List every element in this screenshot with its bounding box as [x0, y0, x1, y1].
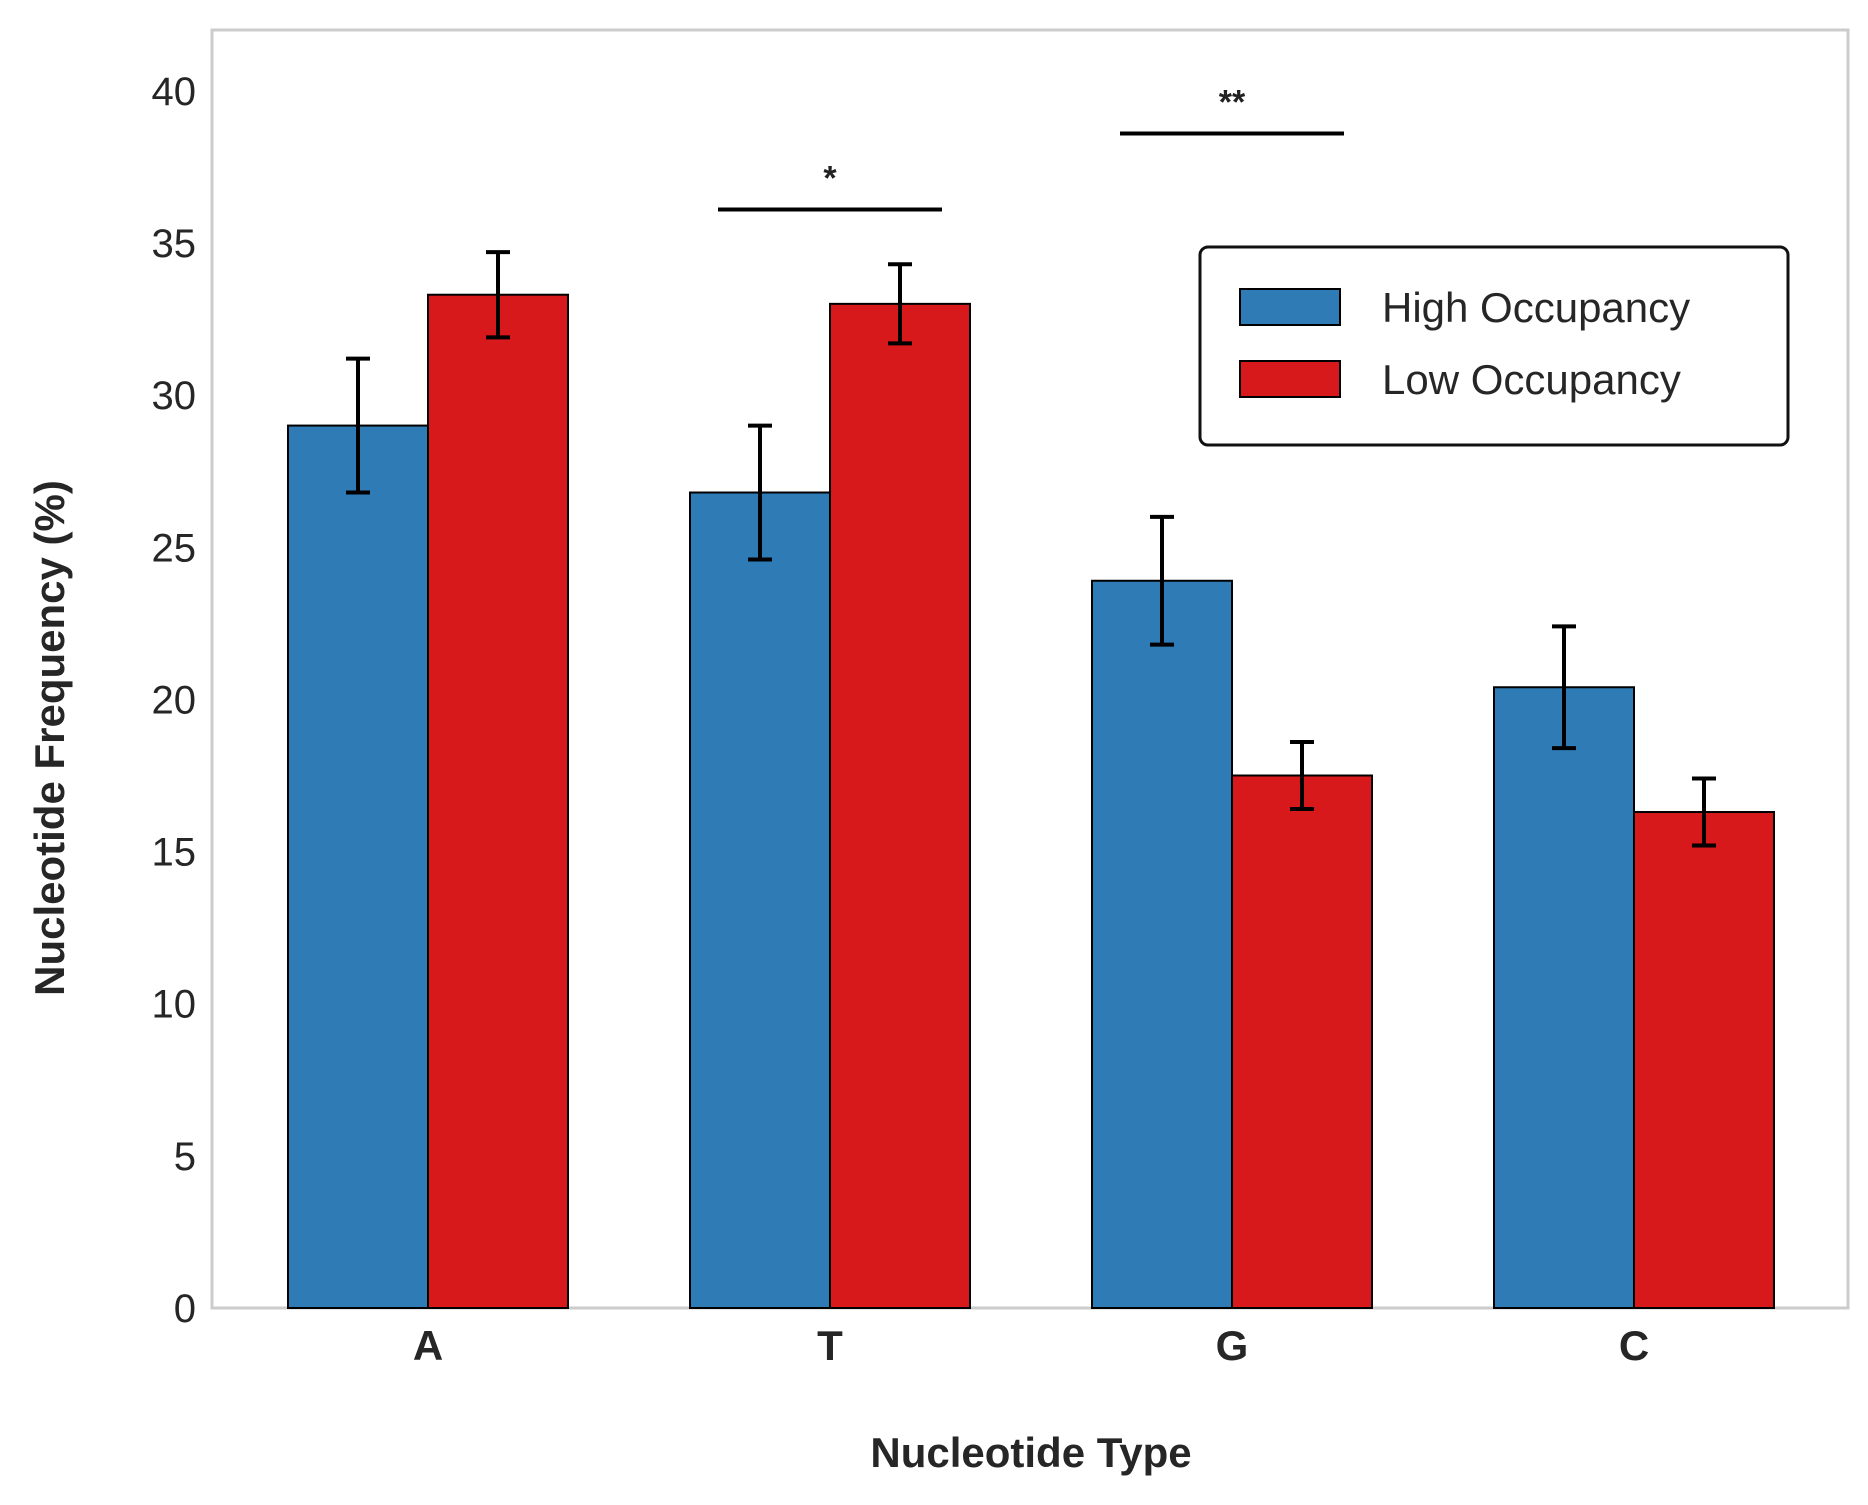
bar: [427, 293, 569, 1309]
bar: [1633, 811, 1775, 1309]
bar: [1091, 579, 1233, 1309]
y-tick-label: 0: [174, 1287, 196, 1331]
y-tick-label: 35: [152, 222, 197, 266]
bar: [287, 424, 429, 1310]
y-tick-label: 15: [152, 831, 197, 875]
legend-swatch: [1239, 288, 1341, 326]
y-tick-label: 10: [152, 983, 197, 1027]
legend-label: High Occupancy: [1382, 284, 1690, 331]
bar: [1493, 686, 1635, 1309]
significance-label: **: [1219, 83, 1246, 121]
y-tick-label: 25: [152, 526, 197, 570]
error-bar: [486, 250, 510, 340]
x-tick-label: T: [817, 1322, 843, 1369]
error-bar: [1692, 776, 1716, 848]
y-tick-label: 30: [152, 374, 197, 418]
x-tick-label: A: [413, 1322, 443, 1369]
x-tick-label: G: [1216, 1322, 1249, 1369]
y-tick-label: 5: [174, 1135, 196, 1179]
bar: [829, 302, 971, 1310]
legend-swatch: [1239, 360, 1341, 398]
bar: [689, 491, 831, 1309]
error-bar: [1552, 624, 1576, 751]
error-bar: [888, 262, 912, 346]
bar: [1231, 774, 1373, 1309]
legend-label: Low Occupancy: [1382, 356, 1681, 403]
error-bar: [1150, 514, 1174, 647]
y-axis-title: Nucleotide Frequency (%): [26, 480, 73, 996]
error-bar: [346, 356, 370, 495]
x-axis-title: Nucleotide Type: [870, 1429, 1191, 1476]
legend-box: [1198, 245, 1790, 447]
y-tick-label: 40: [152, 70, 197, 114]
y-tick-label: 20: [152, 678, 197, 722]
significance-label: *: [823, 160, 837, 198]
error-bar: [1290, 740, 1314, 811]
x-tick-label: C: [1619, 1322, 1649, 1369]
error-bar: [748, 423, 772, 562]
